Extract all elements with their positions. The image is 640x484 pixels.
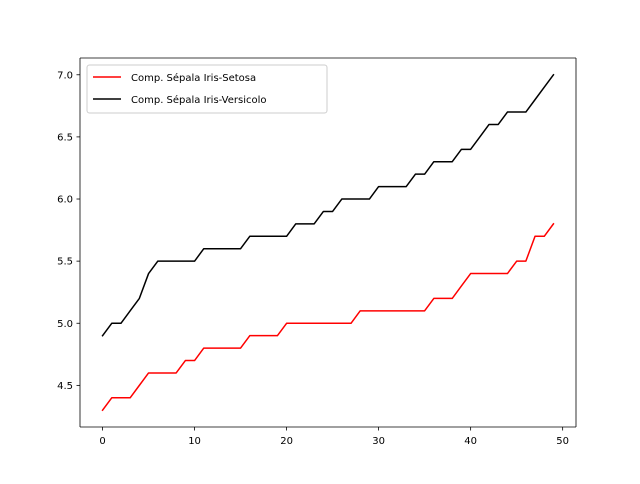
series-line-1 <box>101 73 555 337</box>
y-tick-label: 4.5 <box>57 381 73 392</box>
y-tick-label: 7.0 <box>57 70 73 81</box>
series-line-0 <box>101 222 555 412</box>
y-tick-label: 5.0 <box>57 319 73 330</box>
x-tick-label: 0 <box>99 436 105 447</box>
x-tick-label: 20 <box>280 436 293 447</box>
y-tick-label: 5.5 <box>57 257 73 268</box>
legend-box <box>86 64 328 114</box>
legend-label-1: Comp. Sépala Iris-Versicolo <box>131 94 267 106</box>
y-tick-label: 6.5 <box>57 132 73 143</box>
x-tick-label: 50 <box>556 436 569 447</box>
x-tick-label: 40 <box>464 436 477 447</box>
legend-label-0: Comp. Sépala Iris-Setosa <box>131 72 256 84</box>
x-tick-label: 30 <box>372 436 385 447</box>
x-tick-label: 10 <box>188 436 201 447</box>
y-tick-label: 6.0 <box>57 195 73 206</box>
